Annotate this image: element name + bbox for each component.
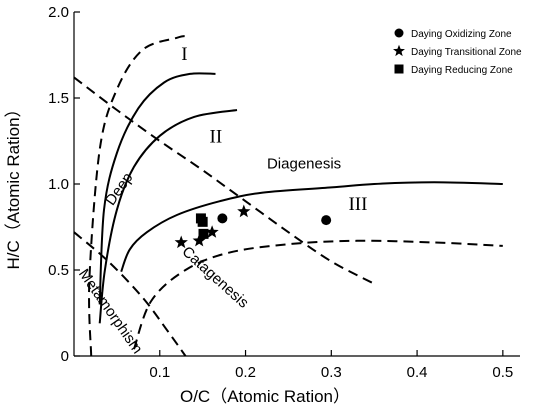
data-point-circle [321,215,332,226]
y-tick-group: 0 0.5 1.0 1.5 2.0 [48,4,80,365]
x-tick-label: 0.2 [235,364,256,381]
legend-entry-label: Daying Transitional Zone [411,47,522,58]
curve-metamorphism-boundary [73,231,187,357]
annotation-iii: III [348,194,367,215]
annotation-metamorphism: Metamorphism [75,266,146,357]
legend-marker-star [393,44,405,57]
x-tick-label: 0.1 [149,364,170,381]
curve-type-II [98,109,238,324]
legend-marker-circle [394,28,404,38]
legend-marker-square [394,64,404,74]
y-tick-label: 2.0 [48,4,69,21]
curve-boundary-upper [88,35,186,357]
data-point-star [205,225,219,238]
x-tick-label: 0.3 [321,364,342,381]
x-tick-label: 0.5 [492,364,513,381]
data-point-star [237,204,251,218]
annotation-diagenesis: Diagenesis [267,156,341,173]
x-tick-group: 0.1 0.2 0.3 0.4 0.5 [149,350,513,381]
data-point-star [192,233,206,247]
data-point-square [197,216,208,227]
x-axis-label: O/C（Atomic Ration） [180,387,350,406]
x-tick-label: 0.4 [407,364,428,381]
data-point-circle [217,213,228,224]
legend-entry-label: Daying Oxidizing Zone [411,29,512,40]
legend-entry-label: Daying Reducing Zone [411,65,513,76]
y-tick-label: 1.0 [48,176,69,193]
curve-type-I [98,72,216,305]
curve-diagenesis-boundary [73,76,375,285]
curve-group [73,35,503,357]
data-point-square [198,228,209,239]
annotation-i: I [181,44,187,65]
y-tick-label: 0 [61,348,69,365]
y-axis-label: H/C（Atomic Ration） [4,100,23,269]
y-tick-label: 1.5 [48,90,69,107]
annotation-catagenesis: Catagenesis [179,243,252,311]
y-tick-label: 0.5 [48,262,69,279]
legend: Daying Oxidizing Zone Daying Transitional… [393,28,522,76]
annotation-ii: II [210,127,223,148]
axes [73,12,520,357]
data-point-star [174,235,188,249]
curve-catagenesis-boundary [133,239,503,350]
data-point-group [174,204,332,249]
curve-type-III [120,181,503,273]
